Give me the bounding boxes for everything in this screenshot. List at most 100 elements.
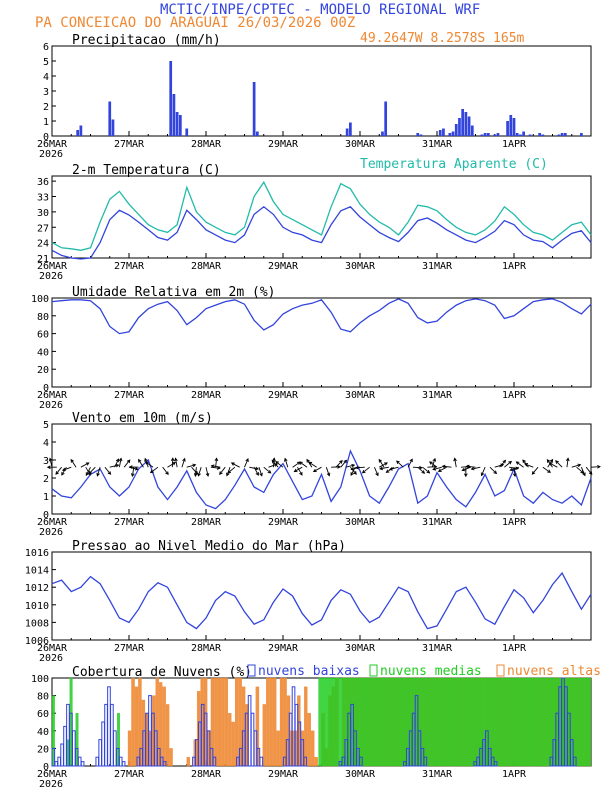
legend-nuvens-medias: nuvens medias [380,664,482,679]
wind-vector-head [115,463,120,468]
wind-vector-head [192,463,197,468]
cloud-bar [158,682,163,767]
cloud-bar [576,677,580,767]
wind-vector-head [48,457,53,462]
y-tick-label: 100 [31,294,49,305]
precip-bar [252,82,256,136]
wind-vector [313,466,322,473]
wind-vector [253,466,259,476]
wind-vector-head [308,461,313,466]
x-tick-label: 1APR [502,769,527,780]
precip-bar [509,115,513,136]
y-tick-label: 40 [37,347,49,358]
x-tick-label: 31MAR [422,769,453,780]
cloud-bar [304,686,308,767]
precip-bar [541,134,545,136]
cloud-bar [250,712,255,767]
wind-vector-head [219,471,223,476]
cloud-bar [507,677,511,767]
cloud-bar [362,677,366,767]
precip-bar [111,119,115,136]
wind-vector-head [255,466,260,471]
wind-vector-head [197,472,201,477]
wind-vector [297,466,303,476]
wind-vector-head [55,471,59,475]
wind-vector [205,467,209,477]
x-tick-label: 30MAR [345,769,376,780]
precip-bar [506,121,509,136]
cloud-bar [522,677,526,767]
x-tick-label: 26MAR [37,261,68,272]
wind-vector-head [546,459,551,463]
cloud-bar [466,677,470,767]
wind-vector [131,467,135,477]
wind-vector [49,458,53,468]
legend-nuvens-altas: nuvens altas [507,664,601,679]
wind-vector [407,458,413,468]
x-tick-label: 29MAR [268,390,299,401]
y-tick-label: 36 [37,177,49,188]
wind-vector [345,464,355,468]
y-tick-label: 6 [43,42,49,53]
wind-vector [171,458,174,468]
wind-vector-head [509,467,514,472]
wind-vector [524,463,534,468]
wind-vector-head [138,458,142,463]
wind-vector-head [88,470,93,475]
wind-vector [114,458,119,468]
wind-vector-head [470,466,475,471]
y-tick-label: 80 [37,692,49,703]
x-tick-label: 28MAR [191,390,222,401]
wind-vector [70,459,77,468]
cloud-bar [231,721,235,767]
wind-vector [566,458,569,468]
wind-vector-head [130,473,135,478]
precip-bar [108,101,112,136]
wind-vector-head [453,457,457,462]
cloud-bar [587,677,591,767]
y-tick-label: 60 [37,709,49,720]
wind-vector [590,466,601,468]
x-tick-label: 30MAR [345,261,376,272]
cloud-bar [454,677,458,767]
x-tick-label: 1APR [502,261,527,272]
wind-vector [294,466,303,472]
wind-vector-head [61,471,65,476]
cloud-bar [504,677,508,767]
x-tick-label: 28MAR [191,261,222,272]
wind-vector-head [429,461,433,465]
y-tick-label: 40 [37,727,49,738]
cloud-bar [546,677,550,767]
wind-vector [123,459,131,468]
cloud-bar [496,677,500,767]
cloud-bar [525,677,529,767]
header-title: MCTIC/INPE/CPTEC - MODELO REGIONAL WRF [160,2,480,18]
x-tick-label: 30MAR [345,139,376,150]
precip-bar [172,94,176,136]
wind-vector [244,458,249,468]
wind-vector [374,467,379,476]
precip-bar [349,122,352,136]
wind-vector-head [384,462,388,466]
precip-bar [470,125,474,136]
cloud-bar [380,677,384,767]
x-tick-label: 28MAR [191,517,222,528]
wind-vector-head [312,468,317,473]
wind-vector-head [245,458,249,462]
wind-vector-head [350,472,354,477]
cloud-bar [307,713,311,767]
precip-bar [416,133,420,136]
cloud-bar [169,748,173,767]
wind-vector-head [480,472,485,477]
wind-vector-head [298,461,303,465]
wind-vector-head [144,457,148,462]
cloud-bar [502,677,505,767]
cloud-bar [579,677,582,767]
y-tick-label: 1 [43,117,49,128]
wind-vector [422,466,430,474]
wind-vector-head [597,464,601,469]
wind-vector [231,462,240,468]
wind-vector-head [230,462,235,466]
x-tick-label: 26MAR [37,643,68,654]
